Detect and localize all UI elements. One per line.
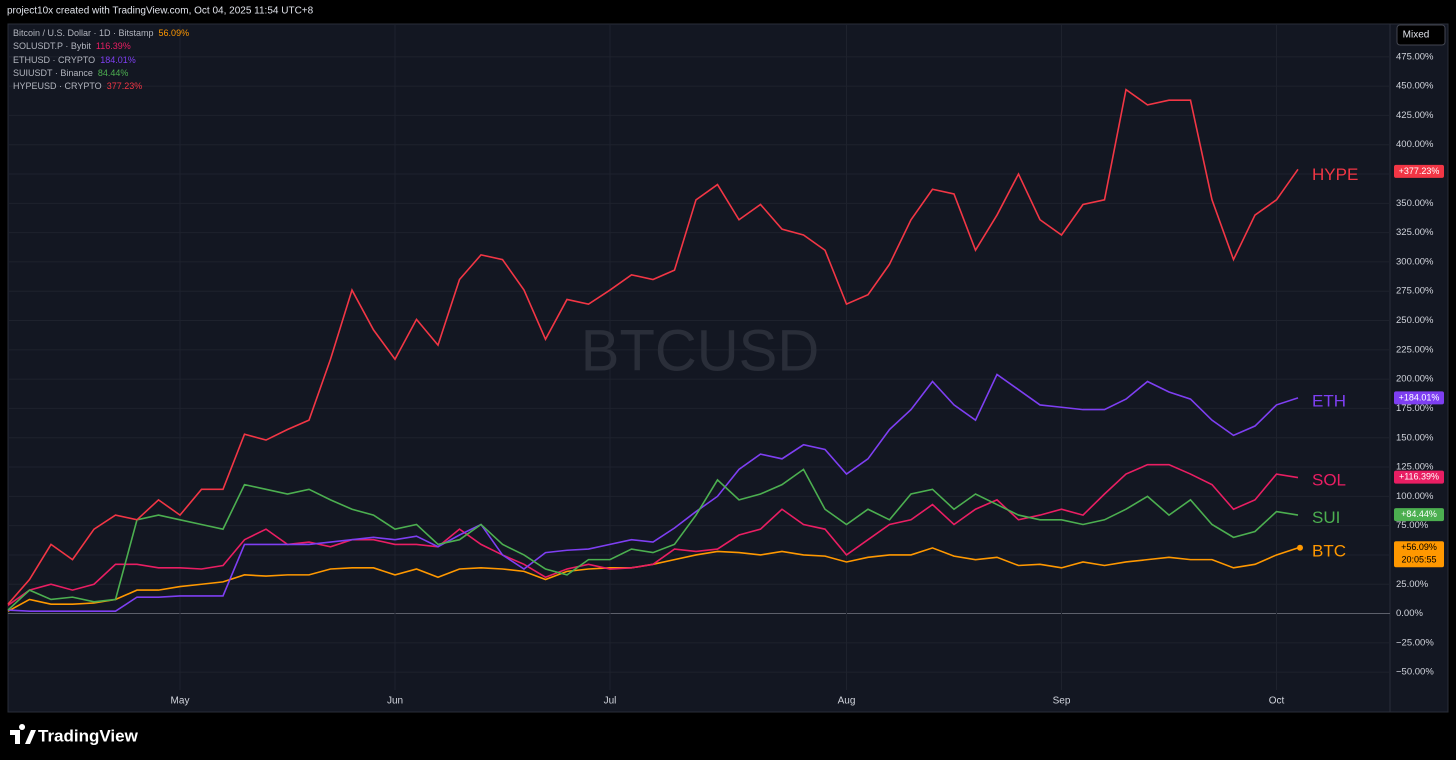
price-tag bbox=[1394, 508, 1444, 522]
legend-name: SOLUSDT.P · Bybit bbox=[13, 41, 91, 52]
y-tick-label: 350.00% bbox=[1396, 198, 1434, 209]
last-point bbox=[1297, 544, 1303, 551]
x-tick-label: Jul bbox=[604, 696, 617, 707]
legend-row: ETHUSD · CRYPTO 184.01% bbox=[13, 54, 189, 67]
series-end-name: ETH bbox=[1312, 391, 1346, 410]
countdown: 20:05:55 bbox=[1401, 555, 1436, 565]
series-line bbox=[7, 88, 1299, 605]
price-tag-label: +84.44% bbox=[1401, 509, 1437, 519]
price-tag bbox=[1394, 164, 1444, 178]
series-end-name: HYPE bbox=[1312, 165, 1358, 184]
legend-value: 377.23% bbox=[106, 81, 143, 92]
legend-row: SUIUSDT · Binance 84.44% bbox=[13, 67, 189, 80]
y-tick-label: 75.00% bbox=[1396, 520, 1429, 531]
y-tick-label: 25.00% bbox=[1396, 579, 1429, 590]
price-tag-label: +56.09% bbox=[1401, 542, 1437, 552]
x-tick-label: Aug bbox=[838, 696, 856, 707]
logo: TradingView bbox=[10, 724, 139, 745]
y-tick-label: 200.00% bbox=[1396, 374, 1434, 385]
y-tick-label: 450.00% bbox=[1396, 81, 1434, 92]
y-tick-label: 150.00% bbox=[1396, 432, 1434, 443]
y-tick-label: 225.00% bbox=[1396, 344, 1434, 355]
legend: Bitcoin / U.S. Dollar · 1D · Bitstamp 56.… bbox=[13, 27, 189, 93]
legend-value: 84.44% bbox=[97, 67, 129, 78]
legend-name: ETHUSD · CRYPTO bbox=[13, 54, 96, 65]
legend-value: 116.39% bbox=[95, 41, 131, 52]
y-tick-label: 400.00% bbox=[1396, 139, 1434, 150]
y-tick-label: 325.00% bbox=[1396, 227, 1434, 238]
logo-text: TradingView bbox=[38, 726, 139, 745]
x-tick-label: Jun bbox=[387, 696, 403, 707]
y-tick-label: 425.00% bbox=[1396, 110, 1434, 121]
logo-icon bbox=[10, 724, 36, 744]
y-tick-label: 475.00% bbox=[1396, 51, 1434, 62]
x-tick-label: Oct bbox=[1269, 696, 1285, 707]
legend-value: 56.09% bbox=[158, 28, 190, 38]
y-tick-label: 125.00% bbox=[1396, 462, 1434, 473]
price-tag bbox=[1394, 541, 1444, 568]
y-tick-label: 100.00% bbox=[1396, 491, 1434, 502]
watermark: BTCUSD bbox=[581, 318, 819, 383]
series-line bbox=[7, 468, 1299, 611]
price-tag-label: +184.01% bbox=[1399, 392, 1440, 402]
y-tick-label: −25.00% bbox=[1396, 637, 1434, 648]
header-bar bbox=[0, 0, 1456, 22]
series-line bbox=[7, 373, 1299, 613]
price-tag-label: +377.23% bbox=[1399, 166, 1440, 176]
series-end-name: SOL bbox=[1312, 471, 1346, 490]
y-tick-label: 300.00% bbox=[1396, 256, 1434, 267]
x-tick-label: Sep bbox=[1053, 696, 1071, 707]
x-tick-label: May bbox=[171, 696, 190, 707]
legend-row: SOLUSDT.P · Bybit 116.39% bbox=[13, 40, 189, 53]
series-end-name: BTC bbox=[1312, 541, 1346, 560]
price-tag bbox=[1394, 470, 1444, 484]
legend-name: SUIUSDT · Binance bbox=[13, 67, 93, 78]
legend-value: 184.01% bbox=[100, 54, 136, 65]
series-end-name: SUI bbox=[1312, 508, 1340, 527]
legend-name: Bitcoin / U.S. Dollar · 1D · Bitstamp bbox=[13, 28, 154, 38]
y-tick-label: 0.00% bbox=[1396, 608, 1423, 619]
price-tag bbox=[1394, 391, 1444, 405]
y-tick-label: −50.00% bbox=[1396, 667, 1434, 678]
price-tag-label: +116.39% bbox=[1399, 472, 1439, 482]
mixed-button-label[interactable]: Mixed bbox=[1403, 30, 1430, 41]
header-text: project10x created with TradingView.com,… bbox=[7, 6, 314, 17]
legend-row: HYPEUSD · CRYPTO 377.23% bbox=[13, 80, 189, 93]
y-tick-label: 250.00% bbox=[1396, 315, 1434, 326]
chart-panel bbox=[7, 23, 1449, 713]
legend-name: HYPEUSD · CRYPTO bbox=[13, 81, 102, 92]
mixed-button[interactable] bbox=[1396, 24, 1446, 46]
y-tick-label: 175.00% bbox=[1396, 403, 1434, 414]
series-line bbox=[7, 463, 1299, 606]
y-tick-label: 275.00% bbox=[1396, 286, 1434, 297]
legend-row: Bitcoin / U.S. Dollar · 1D · Bitstamp 56.… bbox=[13, 27, 189, 40]
